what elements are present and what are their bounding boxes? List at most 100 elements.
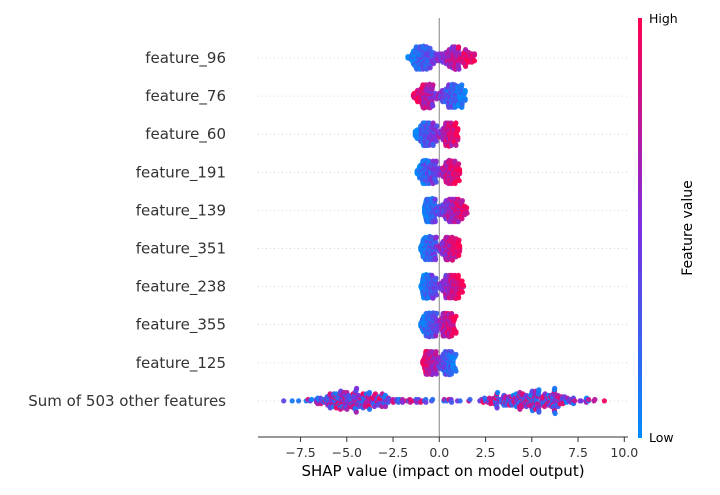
shap-point [430, 142, 436, 148]
x-tick-label: 0.0 [429, 445, 449, 460]
feature-label: feature_125 [136, 354, 226, 373]
shap-point [471, 58, 478, 64]
shap-point [433, 329, 440, 335]
shap-point [449, 257, 456, 263]
x-tick-label: 2.5 [476, 445, 496, 460]
shap-point [427, 65, 433, 71]
shap-point [495, 389, 501, 396]
shap-point [427, 45, 433, 51]
shap-point [460, 282, 466, 288]
colorbar-high-label: High [649, 11, 678, 26]
shap-point [430, 103, 436, 109]
shap-point [456, 66, 462, 72]
shap-point [467, 396, 473, 403]
shap-point [423, 399, 429, 405]
shap-point [455, 219, 461, 225]
shap-point [432, 196, 438, 202]
x-tick-label: −5.0 [332, 445, 362, 460]
shap-point [430, 295, 436, 301]
shap-point [281, 398, 287, 404]
feature-label: feature_96 [145, 49, 226, 68]
x-tick-label: −7.5 [285, 445, 315, 460]
shap-point [354, 385, 360, 391]
shap-point [430, 120, 436, 126]
shap-point [433, 234, 439, 240]
x-tick-label: 7.5 [568, 445, 588, 460]
shap-point [433, 333, 439, 339]
shap-point [455, 126, 461, 132]
shap-point [455, 272, 461, 278]
shap-point [430, 396, 436, 403]
shap-point [457, 171, 463, 177]
shap-point [552, 410, 558, 417]
shap-point [459, 198, 465, 204]
shap-point [464, 210, 470, 216]
shap-point [433, 240, 439, 246]
shap-point [453, 330, 459, 336]
shap-point [462, 97, 468, 103]
shap-point [455, 137, 461, 143]
feature-label: feature_76 [145, 87, 226, 106]
shap-point [456, 178, 462, 184]
feature-label: feature_351 [136, 240, 226, 259]
shap-point [430, 82, 436, 88]
colorbar [638, 18, 642, 438]
shap-point [289, 398, 295, 404]
shap-point [552, 385, 558, 391]
shap-point [463, 63, 469, 69]
shap-point [429, 272, 435, 278]
feature-label: feature_139 [136, 201, 226, 220]
shap-points [281, 43, 608, 417]
shap-point [434, 310, 440, 316]
shap-point [457, 248, 463, 254]
row-guide-lines [258, 57, 628, 402]
shap-point [471, 51, 478, 57]
shap-point [578, 398, 584, 404]
shap-point [382, 403, 389, 410]
x-tick-label: 10.0 [610, 445, 638, 460]
shap-point [456, 44, 462, 50]
shap-point [456, 237, 462, 243]
shap-point [453, 120, 459, 126]
shap-point [536, 409, 542, 415]
feature-label: feature_238 [136, 278, 226, 297]
shap-point [432, 219, 438, 225]
shap-point [453, 351, 459, 357]
shap-point [366, 406, 373, 412]
feature-label: feature_355 [136, 316, 226, 335]
shap-point [296, 398, 302, 404]
shap-point [462, 87, 468, 94]
feature-labels: feature_96 feature_76 feature_60 feature_19… [28, 49, 226, 410]
shap-point [459, 101, 465, 107]
shap-point [456, 295, 462, 301]
feature-label: Sum of 503 other features [28, 392, 226, 410]
shap-point [433, 158, 439, 164]
feature-label: feature_60 [145, 125, 226, 144]
shap-point [456, 252, 462, 259]
shap-point [449, 333, 455, 339]
shap-point [457, 398, 463, 404]
shap-point [433, 349, 439, 355]
shap-point [459, 216, 465, 222]
shap-point [449, 399, 455, 405]
shap-point [459, 289, 465, 295]
feature-label: feature_191 [136, 163, 226, 182]
colorbar-low-label: Low [649, 430, 674, 445]
shap-point [433, 179, 439, 185]
shap-point [457, 243, 463, 249]
shap-point [432, 257, 439, 263]
shap-point [586, 396, 592, 403]
x-tick-label: 5.0 [522, 445, 542, 460]
shap-point [309, 396, 315, 403]
shap-point [453, 368, 459, 374]
shap-point [434, 123, 440, 129]
x-axis-ticks: −7.5 −5.0 −2.5 0.0 2.5 5.0 7.5 10.0 [285, 437, 638, 460]
shap-point [459, 278, 465, 284]
shap-point [592, 396, 598, 403]
x-axis-title: SHAP value (impact on model output) [301, 462, 584, 480]
shap-point [572, 398, 578, 404]
shap-point [400, 399, 406, 405]
shap-point [601, 398, 608, 404]
shap-point [453, 313, 459, 319]
